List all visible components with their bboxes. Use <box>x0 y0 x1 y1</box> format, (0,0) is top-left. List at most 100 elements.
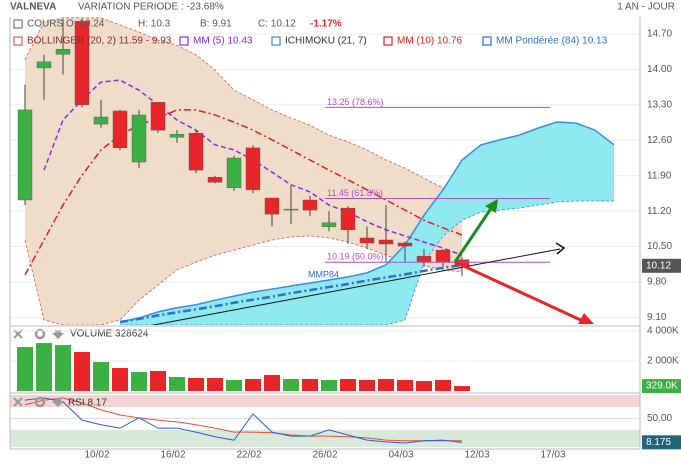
candle-body <box>112 110 128 149</box>
arrow-head <box>485 199 498 213</box>
x-tick-label: 26/02 <box>312 450 337 461</box>
candle-body <box>17 109 33 201</box>
volume-bar <box>283 379 299 391</box>
ohlc-label: C: 10.12 <box>258 19 296 30</box>
candle-body <box>226 157 242 189</box>
settings-icon[interactable] <box>34 396 46 408</box>
x-tick-label: 16/02 <box>160 450 185 461</box>
volume-bar <box>131 372 147 391</box>
x-tick-label: 10/02 <box>84 450 109 461</box>
rsi-zone <box>10 395 640 407</box>
band-lower <box>24 235 463 325</box>
candle-body <box>283 208 299 211</box>
volume-bar <box>454 386 470 391</box>
candle-body <box>416 255 432 263</box>
legend-entry: BOLLINGER (20, 2) 11.59 - 9.93 <box>27 36 172 47</box>
ohlc-label: H: 10.3 <box>138 19 171 30</box>
volume-bar <box>264 375 280 391</box>
legend-icon <box>13 19 23 29</box>
drawings <box>150 199 594 325</box>
settings-icon[interactable] <box>34 328 46 340</box>
legend-entry: MM (5) 10.43 <box>193 36 253 47</box>
candle-body <box>397 242 413 247</box>
volume-bar <box>93 362 109 391</box>
volume-bar <box>340 379 356 391</box>
candle-body <box>169 134 185 138</box>
x-tick-label: 12/03 <box>464 450 489 461</box>
volume-bar <box>397 380 413 391</box>
legend-entry: ICHIMOKU (21, 7) <box>285 36 367 47</box>
volume-bar <box>74 352 90 391</box>
candle-body <box>55 48 71 55</box>
arrow-head <box>555 242 566 255</box>
y-tick-label: 4 000K <box>647 326 679 337</box>
panel-title: RSI 8.17 <box>68 398 107 409</box>
y-tick-label: 14.70 <box>647 29 672 40</box>
x-tick-label: 22/02 <box>236 450 261 461</box>
volume-bar <box>245 379 261 391</box>
candle-body <box>302 199 318 211</box>
legend-entry: COURS <box>27 19 63 30</box>
candle-body <box>264 197 280 215</box>
volume-bar <box>188 378 204 391</box>
band-upper <box>24 17 463 196</box>
candle-body <box>131 114 147 163</box>
candle-body <box>321 222 337 228</box>
legend-icon <box>13 36 23 46</box>
fib-label: 11.45 (61.8%) <box>327 188 383 198</box>
fib-label: 13.25 (78.6%) <box>327 97 384 107</box>
period[interactable]: 1 AN - JOUR <box>617 2 675 13</box>
volume-bar <box>55 345 71 391</box>
rsi-line <box>24 397 462 442</box>
fib-label: 10.19 (50.0%) <box>327 252 384 262</box>
arrow-down <box>454 260 586 324</box>
arrow-up <box>453 206 494 263</box>
band-fill <box>25 17 462 325</box>
legend-entry: MM (10) 10.76 <box>397 36 462 47</box>
last-badge <box>642 258 681 273</box>
legend-icon <box>383 36 393 46</box>
legend-icon <box>482 36 492 46</box>
x-tick-label: 17/03 <box>540 450 565 461</box>
volume-bar <box>416 381 432 391</box>
change: -1.17% <box>310 19 342 30</box>
y-tick-label: 10.50 <box>647 241 672 252</box>
overlay <box>9 17 641 450</box>
y-tick-label: 2 000K <box>647 356 679 367</box>
y-tick-label: 9.80 <box>647 277 667 288</box>
ohlc-label: O: 10.24 <box>66 19 105 30</box>
volume-bar <box>150 371 166 391</box>
candle-body <box>188 133 204 171</box>
x-tick-label: 04/03 <box>388 450 413 461</box>
trend-line <box>150 248 561 325</box>
cloud-fill <box>120 122 614 325</box>
annotation: MMP84 <box>308 269 339 279</box>
move-icon[interactable] <box>52 398 64 407</box>
last-badge <box>642 379 681 394</box>
volume-bar <box>226 380 242 391</box>
volume-bar <box>17 347 33 391</box>
volume-bar <box>321 380 337 391</box>
volume-bar <box>112 368 128 391</box>
rsi-line <box>24 397 463 444</box>
volume-bar <box>302 379 318 391</box>
ma-line <box>119 263 463 324</box>
move-icon[interactable] <box>52 330 64 339</box>
price-plot: 13.25 (78.6%) 11.45 (61.8%) 10.19 (50.0%) <box>10 17 640 325</box>
ohlc-label: B: 9.91 <box>200 19 232 30</box>
legend-icon <box>179 36 189 46</box>
volume-bar <box>207 378 223 391</box>
variation: VARIATION PERIODE : -23.68% <box>78 2 224 13</box>
close-icon[interactable] <box>13 397 23 407</box>
cloud-lower <box>120 200 614 325</box>
y-tick-label: 13.30 <box>647 100 672 111</box>
y-tick-label: 9.10 <box>647 312 667 323</box>
candle-body <box>93 116 109 125</box>
panel-icons <box>13 328 64 408</box>
last-label: 10.12 <box>646 260 671 271</box>
volume-bar <box>359 380 375 391</box>
y-tick-label: 14.00 <box>647 64 672 75</box>
candle-body <box>245 147 261 191</box>
y-tick-label: 11.90 <box>647 170 672 181</box>
y-tick-label: 11.20 <box>647 206 672 217</box>
